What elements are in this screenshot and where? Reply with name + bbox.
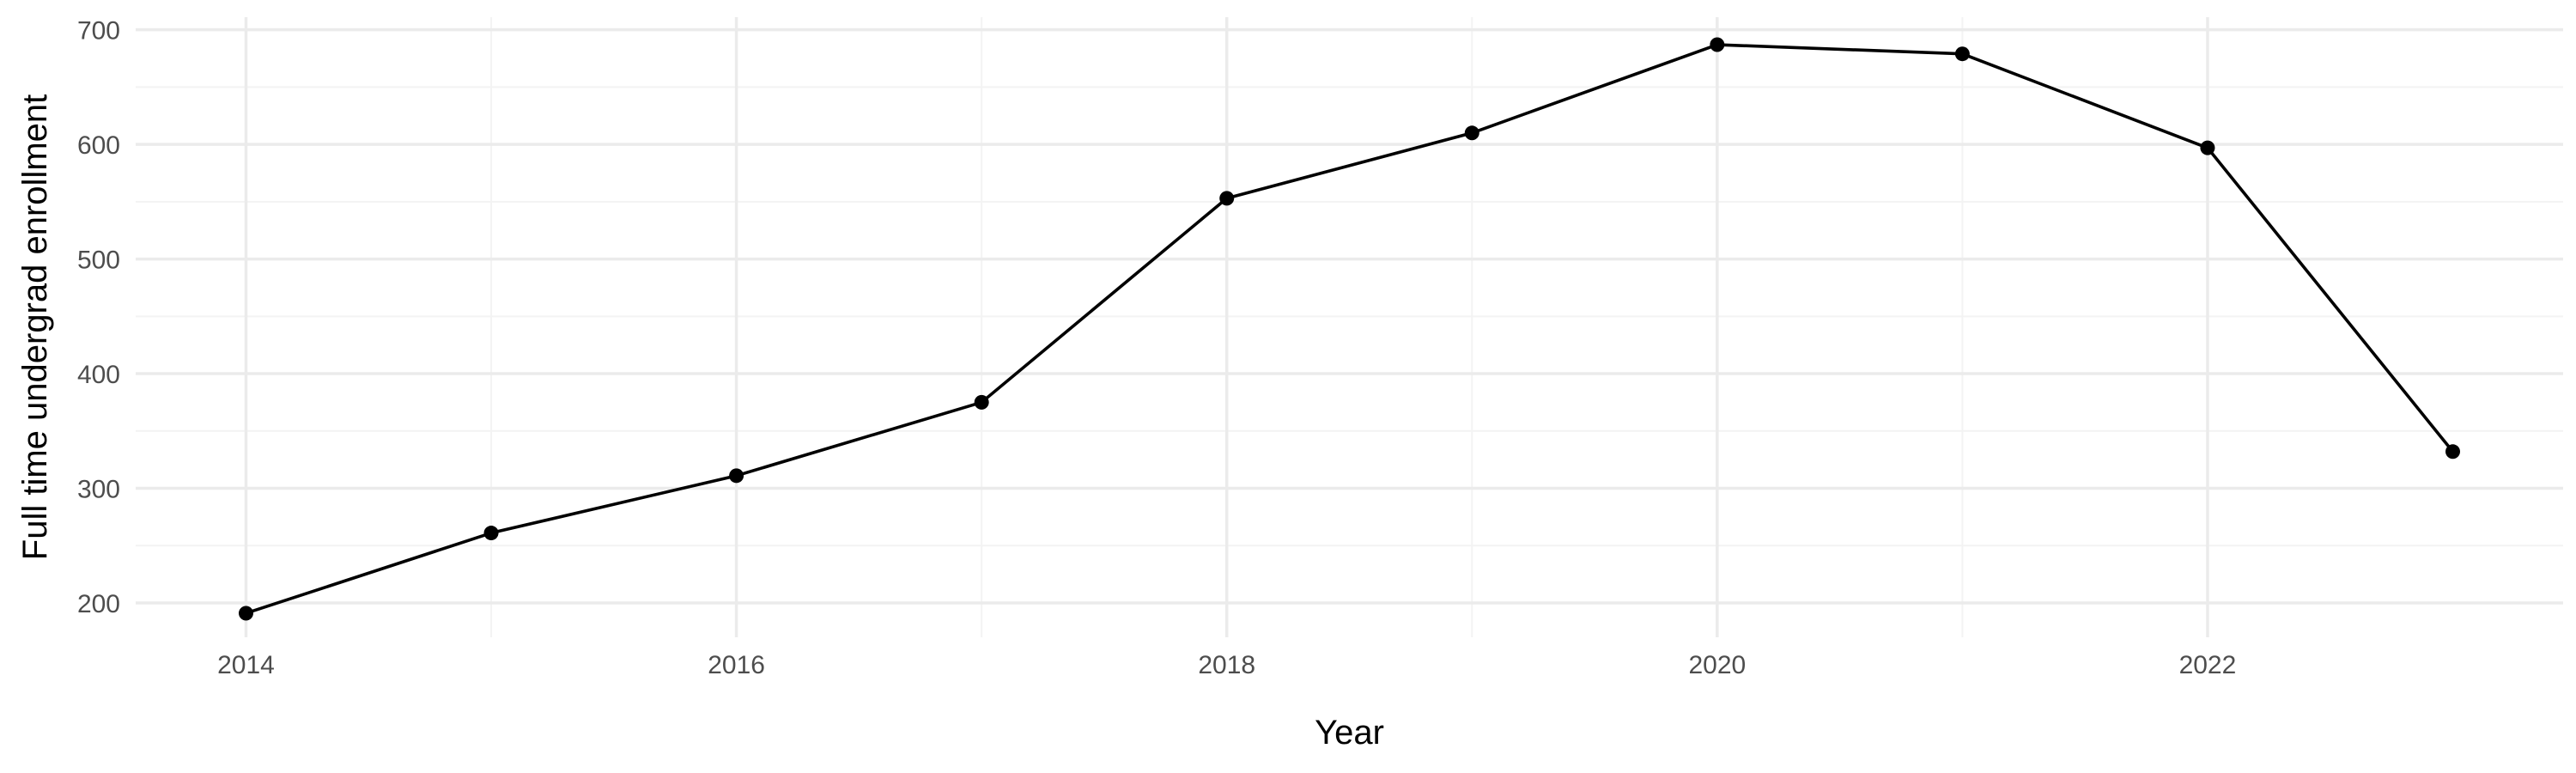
data-point — [1219, 191, 1235, 206]
data-point — [483, 526, 499, 541]
data-point — [1710, 37, 1725, 52]
major-gridlines — [136, 17, 2563, 637]
data-point — [1464, 125, 1479, 141]
y-tick-label: 500 — [77, 246, 120, 274]
x-tick-label: 2018 — [1198, 651, 1255, 679]
y-tick-label: 400 — [77, 361, 120, 389]
points-layer — [239, 37, 2460, 621]
x-axis-title: Year — [1315, 714, 1384, 752]
data-point — [1954, 46, 1970, 62]
minor-gridlines — [136, 17, 2563, 637]
data-point — [239, 606, 253, 621]
data-point — [974, 394, 989, 410]
series-layer — [244, 43, 2455, 615]
x-tick-label: 2020 — [1688, 651, 1746, 679]
x-tick-label: 2014 — [217, 651, 275, 679]
data-point — [729, 468, 744, 484]
y-tick-label: 700 — [77, 16, 120, 45]
x-axis-tick-labels: 2014 2016 2018 2020 2022 — [217, 651, 2236, 679]
data-point — [2200, 140, 2215, 155]
y-tick-label: 600 — [77, 131, 120, 160]
data-point — [2445, 444, 2460, 460]
x-tick-label: 2022 — [2179, 651, 2237, 679]
y-axis-tick-labels: 200 300 400 500 600 700 — [77, 16, 120, 618]
series-line — [244, 43, 2455, 615]
y-tick-label: 200 — [77, 590, 120, 618]
x-tick-label: 2016 — [708, 651, 765, 679]
y-tick-label: 300 — [77, 475, 120, 503]
y-axis-title: Full time undergrad enrollment — [16, 94, 54, 560]
